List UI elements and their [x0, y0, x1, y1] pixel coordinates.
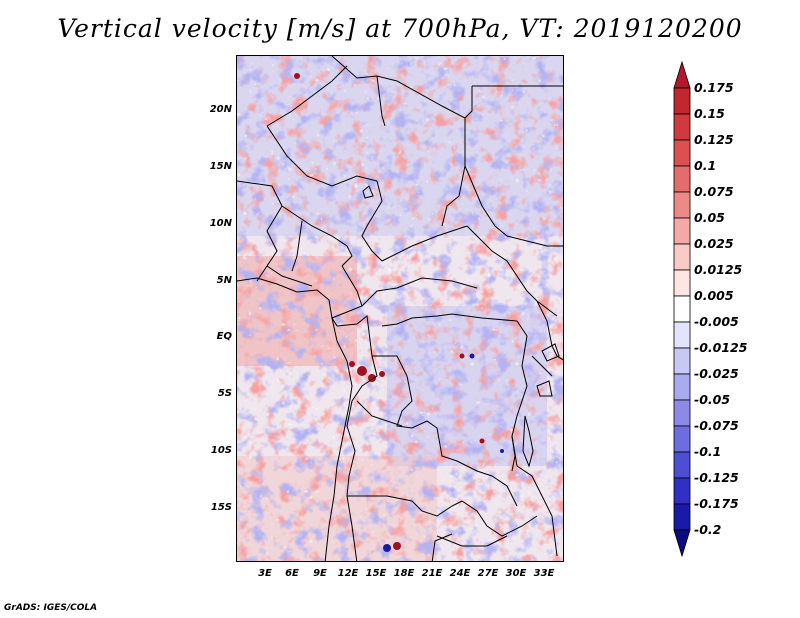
colorbar-label: -0.125 [694, 470, 739, 485]
lon-label-12e: 12E [337, 568, 359, 579]
lat-label-5n: 5N [216, 275, 232, 286]
colorbar-bin [673, 113, 691, 141]
colorbar-bin [673, 269, 691, 297]
colorbar-label: 0.1 [694, 158, 717, 173]
colorbar-bin [673, 503, 691, 531]
country-borders [237, 56, 563, 561]
lon-label-15e: 15E [365, 568, 387, 579]
colorbar-label: -0.025 [694, 366, 739, 381]
map-panel [236, 55, 564, 562]
colorbar-label: -0.005 [694, 314, 739, 329]
credit-text: GrADS: IGES/COLA [4, 603, 98, 613]
colorbar-label: 0.125 [694, 132, 734, 147]
lon-label-9e: 9E [313, 568, 327, 579]
colorbar-label: 0.15 [694, 106, 725, 121]
colorbar-label: -0.1 [694, 444, 722, 459]
colorbar-bin [673, 373, 691, 401]
lakes [362, 185, 560, 472]
colorbar-bin [673, 243, 691, 271]
colorbar-bin [673, 139, 691, 167]
colorbar-label: -0.175 [694, 496, 739, 511]
lon-label-30e: 30E [505, 568, 527, 579]
lat-label-15n: 15N [209, 161, 232, 172]
lon-label-21e: 21E [421, 568, 443, 579]
lat-label-eq: EQ [216, 331, 232, 342]
strong-downdraft-spots [383, 353, 504, 552]
field-noise-white [237, 56, 563, 561]
colorbar-bin [673, 477, 691, 505]
vertical-velocity-field [237, 56, 563, 561]
colorbar-bin [673, 425, 691, 453]
colorbar-lower-triangle [673, 529, 691, 558]
colorbar-label: 0.075 [694, 184, 734, 199]
colorbar-bin [673, 347, 691, 375]
colorbar-label: -0.0125 [694, 340, 748, 355]
lat-label-10n: 10N [209, 218, 232, 229]
lat-label-10s: 10S [210, 445, 232, 456]
colorbar-label: 0.05 [694, 210, 725, 225]
lat-label-15s: 15S [210, 502, 232, 513]
lon-label-27e: 27E [477, 568, 499, 579]
colorbar-label: -0.2 [694, 522, 722, 537]
colorbar-bin [673, 217, 691, 245]
lat-label-5s: 5S [217, 388, 232, 399]
colorbar-upper-triangle [673, 60, 691, 89]
colorbar-bin [673, 295, 691, 323]
lat-label-20n: 20N [209, 104, 232, 115]
coastline [237, 277, 353, 561]
lon-label-24e: 24E [449, 568, 471, 579]
lon-label-6e: 6E [285, 568, 299, 579]
colorbar-label: -0.05 [694, 392, 731, 407]
colorbar-bin [673, 191, 691, 219]
colorbar-bin [673, 321, 691, 349]
lon-label-33e: 33E [533, 568, 555, 579]
colorbar-label: -0.075 [694, 418, 739, 433]
colorbar-bin [673, 165, 691, 193]
strong-updraft-spots [294, 73, 485, 550]
map-title: Vertical velocity [m/s] at 700hPa, VT: 2… [57, 14, 743, 43]
colorbar-label: 0.0125 [694, 262, 743, 277]
lon-label-3e: 3E [258, 568, 272, 579]
lon-label-18e: 18E [393, 568, 415, 579]
colorbar-label: 0.005 [694, 288, 734, 303]
colorbar-label: 0.175 [694, 80, 734, 95]
colorbar [673, 60, 691, 558]
colorbar-bin [673, 87, 691, 115]
colorbar-bin [673, 451, 691, 479]
colorbar-bin [673, 399, 691, 427]
colorbar-label: 0.025 [694, 236, 734, 251]
